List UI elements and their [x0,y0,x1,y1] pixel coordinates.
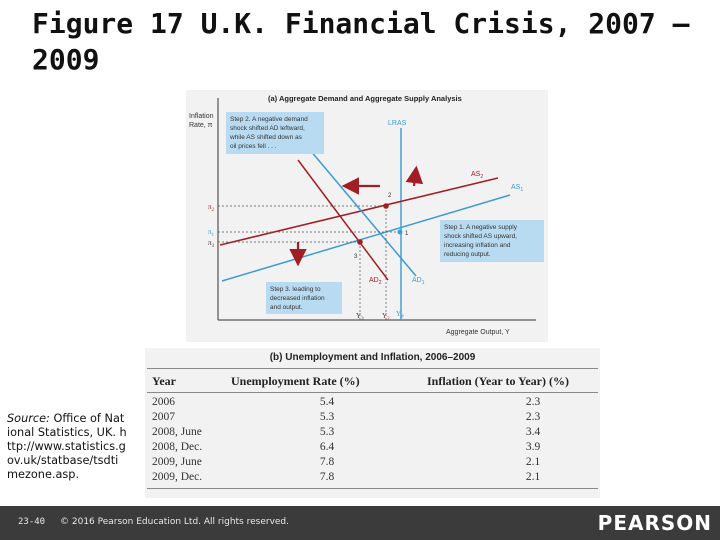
cell-inflation: 2.1 [525,456,541,468]
ad2-curve [297,159,389,281]
slide-title: Figure 17 U.K. Financial Crisis, 2007 –2… [32,7,690,76]
cell-year: 2007 [152,411,175,423]
table-rule-header [147,392,598,393]
point-3 [357,239,363,245]
table-title: (b) Unemployment and Inflation, 2006–200… [269,352,476,363]
header-inflation: Inflation (Year to Year) (%) [427,374,569,388]
header-unemployment: Unemployment Rate (%) [231,374,360,388]
copyright-text: © 2016 Pearson Education Ltd. All rights… [60,517,290,527]
x-axis-label: Aggregate Output, Y [446,329,510,336]
y-axis-label-line1: Inflation [189,113,214,120]
point-1-label: 1 [405,231,409,237]
step3-box [266,282,342,314]
cell-year: 2009, Dec. [152,471,203,483]
ad-as-diagram: (a) Aggregate Demand and Aggregate Suppl… [186,90,548,342]
as-shift-up-arrow [405,165,424,187]
as1-curve [221,194,511,282]
point-1 [397,229,403,235]
header-year: Year [152,374,176,388]
table-header-row: Year Unemployment Rate (%) Inflation (Ye… [145,370,600,392]
cell-unemployment: 5.4 [319,396,335,408]
cell-unemployment: 5.3 [319,411,335,423]
table-row: 2009, June 7.8 2.1 [145,456,600,471]
source-note: Source: Office of National Statistics, U… [7,412,127,482]
point-2-label: 2 [388,193,392,199]
cell-unemployment: 6.4 [319,441,335,453]
ad-as-diagram-svg: (a) Aggregate Demand and Aggregate Suppl… [189,94,544,336]
table-row: 2007 5.3 2.3 [145,411,600,426]
table-row: 2008, June 5.3 3.4 [145,426,600,441]
yp-tick: YP [396,310,404,320]
ad1-curve [309,149,417,277]
pi1-tick: π1 [208,228,215,238]
as1-label: AS1 [511,184,523,193]
cell-year: 2008, June [152,426,202,438]
y3-tick: Y3 [356,312,364,322]
cell-unemployment: 7.8 [319,456,335,468]
cell-inflation: 3.4 [525,426,541,438]
cell-year: 2006 [152,396,175,408]
table-rule-top [147,368,598,369]
cell-unemployment: 7.8 [319,471,335,483]
cell-year: 2008, Dec. [152,441,203,453]
pi3-tick: π3 [208,239,215,249]
pearson-logo: PEARSON [597,511,712,535]
cell-unemployment: 5.3 [319,426,335,438]
point-2 [383,203,389,209]
ad1-label: AD1 [412,277,425,286]
table-row: 2009, Dec. 7.8 2.1 [145,471,600,486]
source-label: Source: [7,412,50,425]
y-axis-label-line2: Rate, π [189,122,213,129]
slide-footer: 23-40 © 2016 Pearson Education Ltd. All … [0,506,720,540]
cell-inflation: 3.9 [525,441,541,453]
diagram-title: (a) Aggregate Demand and Aggregate Suppl… [268,94,462,103]
page-number: 23-40 [18,517,46,527]
step2-box [226,112,324,154]
pi2-tick: π2 [208,203,215,213]
step1-box [440,220,544,262]
step3-text: Step 3. leading to decreased inflation a… [270,286,326,311]
table-row: 2008, Dec. 6.4 3.9 [145,441,600,456]
lras-label: LRAS [388,120,407,127]
cell-inflation: 2.3 [525,396,541,408]
cell-year: 2009, June [152,456,202,468]
as2-label: AS2 [471,171,483,180]
table-rule-bottom [147,488,598,489]
cell-inflation: 2.1 [525,471,541,483]
point-3-label: 3 [354,254,358,260]
table-row: 2006 5.4 2.3 [145,396,600,411]
unemployment-inflation-table: (b) Unemployment and Inflation, 2006–200… [145,348,600,498]
ad2-label: AD2 [369,277,382,286]
step2-text: Step 2. A negative demand shock shifted … [229,116,310,150]
y2-tick: Y2 [382,312,390,322]
step1-text: Step 1. A negative supply shock shifted … [444,224,519,258]
source-text: Office of National Statistics, UK. http:… [7,412,127,481]
as2-curve [219,177,499,246]
cell-inflation: 2.3 [525,411,541,423]
